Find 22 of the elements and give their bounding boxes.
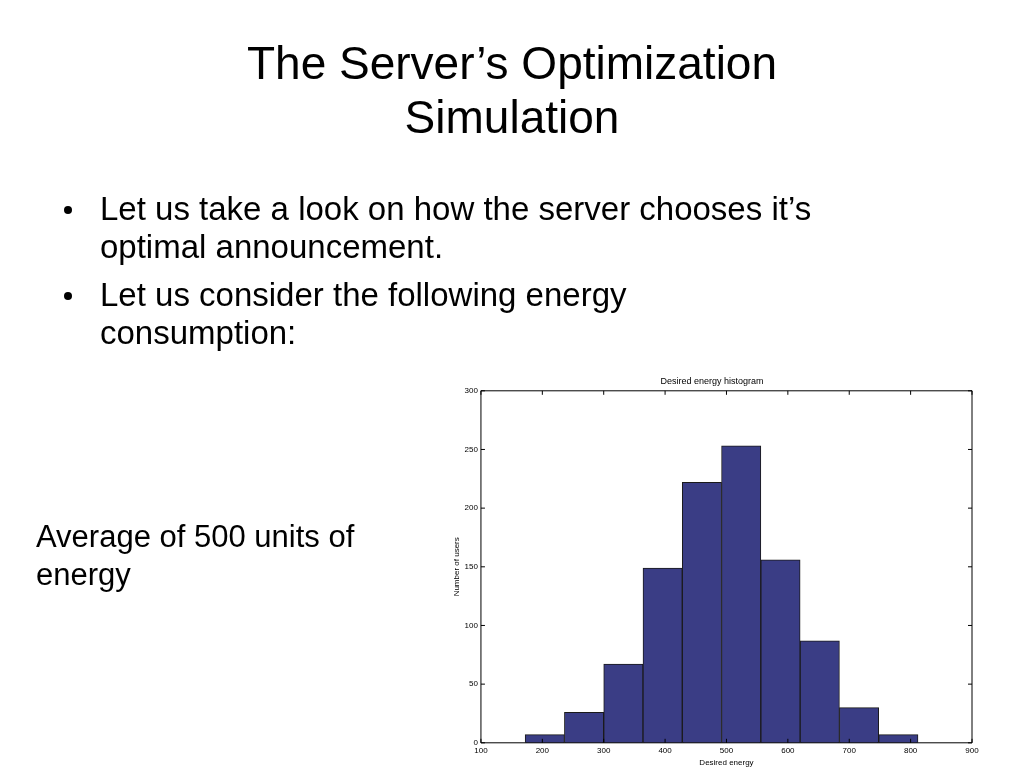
y-tick-label: 200 bbox=[464, 503, 479, 513]
x-tick-label: 800 bbox=[903, 745, 918, 755]
x-tick-label: 200 bbox=[535, 745, 550, 755]
y-tick-label: 300 bbox=[464, 386, 479, 395]
x-tick-label: 600 bbox=[781, 745, 796, 755]
y-tick-label: 0 bbox=[473, 738, 479, 747]
y-axis-title: Number of users bbox=[452, 537, 461, 597]
text: Average of 500 units of energy bbox=[36, 519, 355, 592]
x-axis-title: Desired energy bbox=[699, 758, 754, 768]
y-tick-label: 150 bbox=[464, 562, 479, 571]
y-tick-label: 50 bbox=[469, 679, 479, 689]
text: Let us consider the following energy consumption: bbox=[100, 276, 627, 351]
x-tick-label: 300 bbox=[597, 745, 611, 755]
text: Let us take a look on how the server chooses it’s optimal announcement. bbox=[100, 190, 812, 265]
chart-title: The Server’s Optimization Simulation bbox=[245, 36, 779, 144]
x-tick-label: 500 bbox=[719, 745, 734, 755]
x-tick-label: 700 bbox=[842, 745, 857, 755]
x-tick-label: 400 bbox=[658, 745, 673, 755]
y-tick-label: 250 bbox=[464, 444, 479, 454]
y-tick-label: 100 bbox=[464, 620, 479, 630]
chart-subtitle: Desired energy histogram bbox=[660, 375, 764, 386]
x-tick-label: 900 bbox=[965, 745, 980, 755]
